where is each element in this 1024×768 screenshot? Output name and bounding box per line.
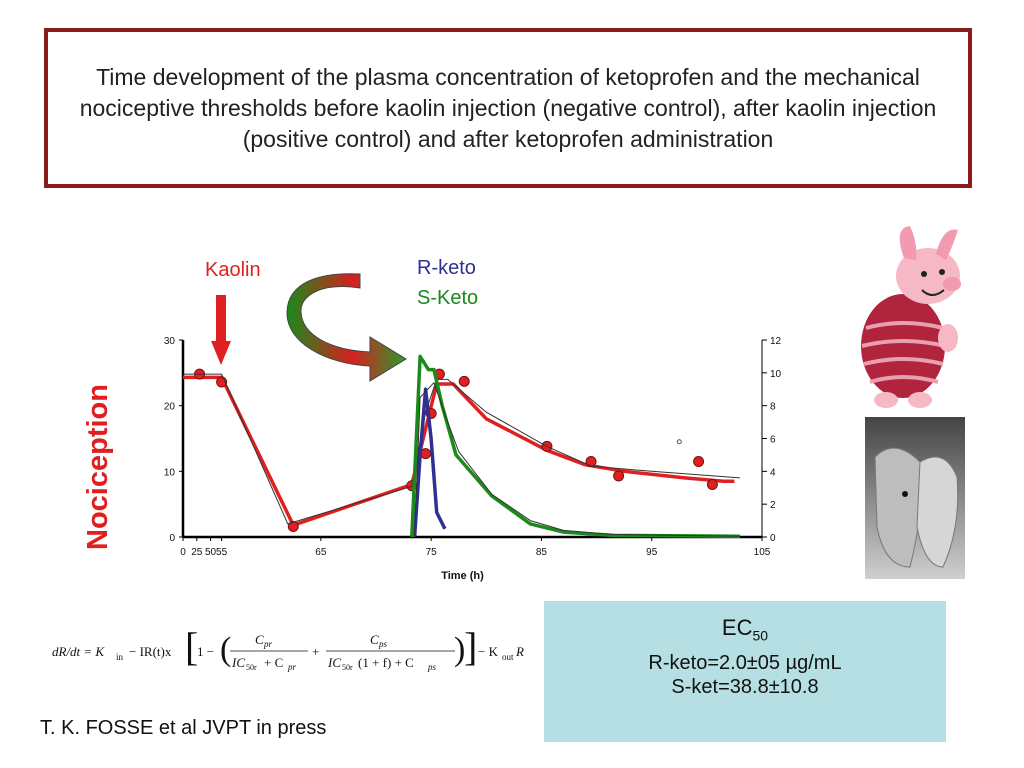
x-tick-label: 85	[536, 547, 548, 558]
svg-text:ps: ps	[427, 662, 437, 672]
data-point	[693, 455, 705, 467]
svg-text:]: ]	[464, 624, 477, 669]
s-keto-label: S-Keto	[417, 287, 479, 309]
y2-tick-label: 12	[770, 336, 782, 347]
y2-tick-label: 10	[770, 369, 782, 380]
data-point	[613, 470, 625, 482]
x-tick-label: 75	[426, 547, 438, 558]
svg-text:R: R	[515, 644, 524, 659]
r-keto-label: R-keto	[417, 257, 476, 279]
svg-text:+: +	[312, 644, 319, 659]
svg-text:pr: pr	[287, 662, 297, 672]
svg-text:C: C	[255, 632, 264, 647]
svg-text:C: C	[370, 632, 379, 647]
y2-tick-label: 6	[770, 435, 776, 446]
svg-text:out: out	[502, 652, 514, 662]
svg-text:50r: 50r	[246, 663, 257, 672]
x-axis-label: Time (h)	[441, 570, 484, 582]
y2-tick-label: 4	[770, 467, 776, 478]
data-point	[706, 478, 718, 490]
svg-text:[: [	[185, 624, 198, 669]
ec50-r-keto: R-keto=2.0±05 µg/mL	[648, 652, 842, 675]
title-box: Time development of the plasma concentra…	[44, 28, 972, 188]
svg-text:50r: 50r	[342, 663, 353, 672]
slide-title: Time development of the plasma concentra…	[79, 63, 937, 152]
kaolin-arrow-icon	[211, 295, 231, 365]
svg-text:− IR(t)x: − IR(t)x	[129, 644, 172, 659]
svg-text:IC: IC	[231, 655, 245, 670]
series-line	[410, 354, 740, 538]
series-line	[414, 382, 740, 538]
series-line	[183, 373, 740, 525]
x-tick-label: 25	[191, 547, 203, 558]
x-tick-label: 95	[646, 547, 658, 558]
y-tick-label: 30	[164, 336, 176, 347]
svg-text:− K: − K	[478, 644, 499, 659]
svg-text:IC: IC	[327, 655, 341, 670]
pk-pd-chart: 0 25 50 55 65 75 85 95 105 0 10 20 30 0 2 4 6 8 10 12 Time (…	[164, 336, 782, 582]
svg-text:ps: ps	[378, 639, 388, 649]
y2-tick-label: 8	[770, 402, 776, 413]
ec50-box: EC50 R-keto=2.0±05 µg/mL S-ket=38.8±10.8	[544, 601, 946, 742]
ec50-title: EC50	[721, 615, 769, 644]
y-tick-label: 10	[164, 467, 176, 478]
y-tick-label: 0	[169, 533, 175, 544]
data-point	[287, 520, 299, 532]
svg-text:pr: pr	[263, 639, 273, 649]
ec50-s-keto: S-ket=38.8±10.8	[671, 676, 819, 699]
svg-text:dR/dt = K: dR/dt = K	[52, 644, 105, 659]
svg-text:): )	[454, 631, 465, 668]
series-line	[412, 387, 447, 538]
svg-text:(1 + f) + C: (1 + f) + C	[358, 655, 414, 670]
x-tick-label: 50	[205, 547, 217, 558]
data-point	[458, 375, 470, 387]
y-tick-label: 20	[164, 402, 176, 413]
y2-tick-label: 2	[770, 500, 776, 511]
x-tick-label: 65	[315, 547, 327, 558]
svg-text:+ C: + C	[264, 655, 283, 670]
svg-text:in: in	[116, 652, 124, 662]
x-tick-label: 55	[216, 547, 228, 558]
hoof-photo	[865, 417, 965, 579]
curved-arrow-icon	[286, 273, 407, 382]
x-tick-label: 0	[180, 547, 186, 558]
x-tick-label: 105	[754, 547, 771, 558]
kaolin-label: Kaolin	[205, 259, 261, 281]
citation: T. K. FOSSE et al JVPT in press	[40, 717, 327, 739]
data-point	[676, 439, 682, 445]
y2-tick-label: 0	[770, 533, 776, 544]
svg-text:(: (	[220, 631, 231, 668]
piglet-cartoon-icon	[861, 226, 961, 408]
svg-text:1 −: 1 −	[197, 644, 214, 659]
